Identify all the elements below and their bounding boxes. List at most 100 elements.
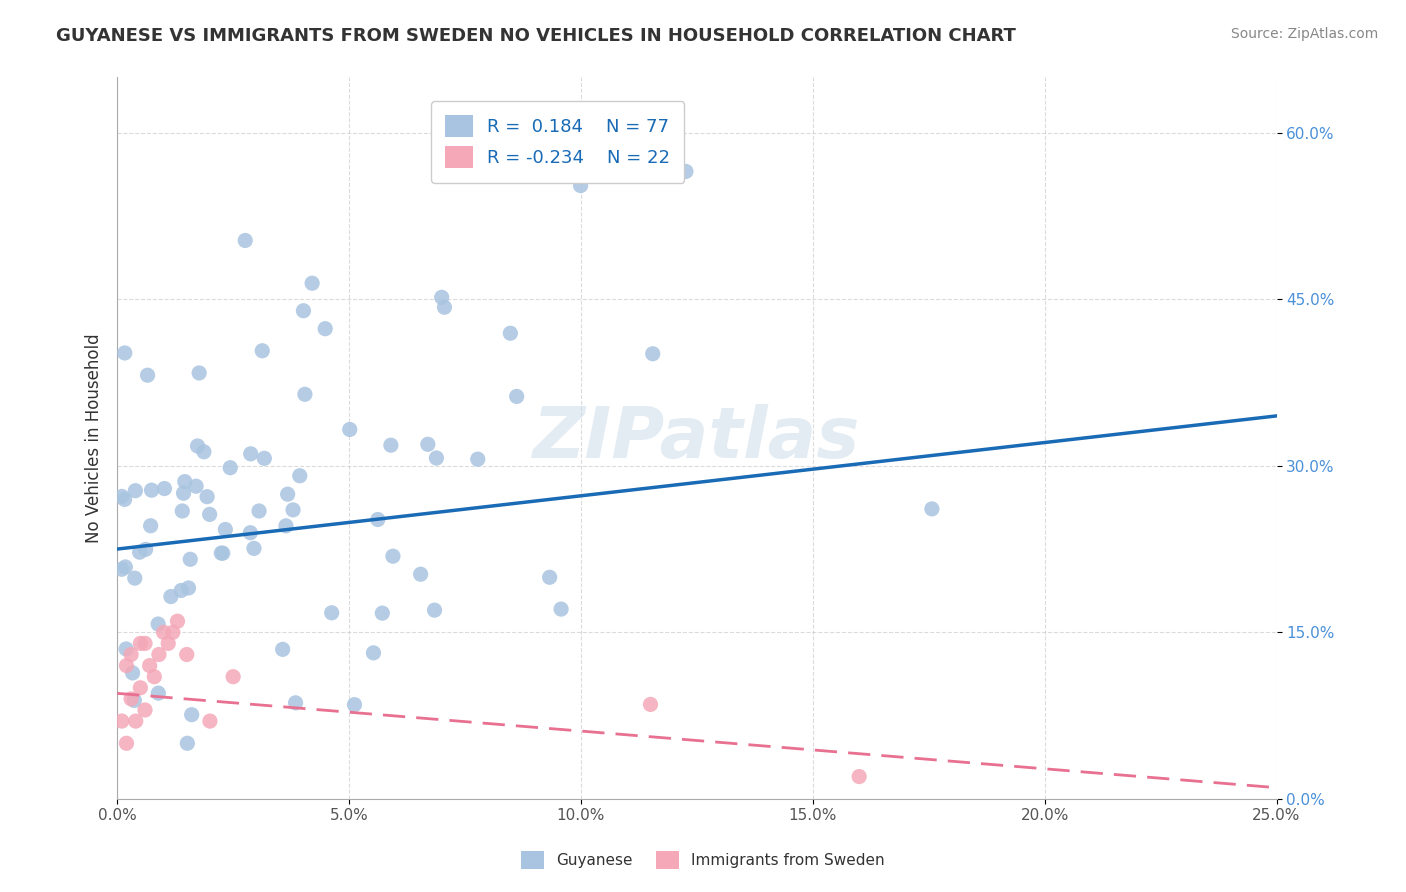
Point bbox=[138, 658, 160, 673]
Point bbox=[187, 439, 209, 453]
Point bbox=[294, 387, 316, 401]
Text: ZIPatlas: ZIPatlas bbox=[533, 403, 860, 473]
Point bbox=[153, 482, 176, 496]
Point bbox=[184, 479, 207, 493]
Text: GUYANESE VS IMMIGRANTS FROM SWEDEN NO VEHICLES IN HOUSEHOLD CORRELATION CHART: GUYANESE VS IMMIGRANTS FROM SWEDEN NO VE… bbox=[56, 27, 1017, 45]
Point bbox=[114, 560, 136, 574]
Point bbox=[177, 581, 200, 595]
Point bbox=[425, 450, 447, 465]
Point bbox=[292, 303, 315, 318]
Point bbox=[284, 696, 307, 710]
Point bbox=[115, 642, 138, 657]
Point bbox=[198, 714, 221, 728]
Point bbox=[550, 602, 572, 616]
Point bbox=[157, 636, 180, 650]
Legend: R =  0.184    N = 77, R = -0.234    N = 22: R = 0.184 N = 77, R = -0.234 N = 22 bbox=[432, 101, 685, 183]
Point bbox=[176, 736, 198, 750]
Point bbox=[120, 692, 142, 706]
Point bbox=[120, 648, 142, 662]
Point bbox=[146, 617, 169, 632]
Point bbox=[111, 490, 134, 504]
Point bbox=[274, 519, 297, 533]
Point bbox=[640, 698, 662, 712]
Point bbox=[139, 518, 162, 533]
Point bbox=[111, 562, 134, 576]
Point bbox=[125, 714, 148, 728]
Point bbox=[409, 567, 432, 582]
Legend: Guyanese, Immigrants from Sweden: Guyanese, Immigrants from Sweden bbox=[515, 845, 891, 875]
Point bbox=[219, 460, 242, 475]
Point bbox=[124, 571, 146, 585]
Point bbox=[188, 366, 211, 380]
Point bbox=[321, 606, 343, 620]
Point bbox=[371, 606, 394, 620]
Point bbox=[143, 670, 166, 684]
Point bbox=[380, 438, 402, 452]
Point bbox=[288, 468, 311, 483]
Point bbox=[339, 422, 361, 436]
Point bbox=[505, 389, 527, 403]
Point bbox=[166, 614, 188, 628]
Point bbox=[179, 552, 201, 566]
Point bbox=[281, 503, 304, 517]
Point bbox=[114, 346, 136, 360]
Point bbox=[148, 686, 170, 700]
Point bbox=[430, 290, 453, 304]
Point bbox=[538, 570, 561, 584]
Point bbox=[314, 321, 336, 335]
Point bbox=[239, 447, 262, 461]
Point bbox=[124, 483, 146, 498]
Point bbox=[152, 625, 174, 640]
Point bbox=[641, 347, 664, 361]
Point bbox=[136, 368, 159, 383]
Point bbox=[160, 590, 183, 604]
Text: Source: ZipAtlas.com: Source: ZipAtlas.com bbox=[1230, 27, 1378, 41]
Point bbox=[128, 545, 150, 559]
Point bbox=[162, 625, 184, 640]
Point bbox=[277, 487, 299, 501]
Point bbox=[134, 703, 156, 717]
Point bbox=[115, 658, 138, 673]
Point bbox=[367, 512, 389, 526]
Point bbox=[198, 508, 221, 522]
Point bbox=[233, 234, 256, 248]
Point bbox=[271, 642, 294, 657]
Point bbox=[214, 523, 236, 537]
Point bbox=[211, 546, 233, 560]
Point bbox=[343, 698, 366, 712]
Point bbox=[111, 714, 134, 728]
Point bbox=[247, 504, 270, 518]
Point bbox=[195, 490, 218, 504]
Point bbox=[243, 541, 266, 556]
Point bbox=[252, 343, 274, 358]
Point bbox=[222, 670, 245, 684]
Point bbox=[176, 648, 198, 662]
Point bbox=[499, 326, 522, 341]
Point bbox=[172, 504, 194, 518]
Point bbox=[114, 492, 136, 507]
Point bbox=[148, 648, 170, 662]
Point bbox=[675, 164, 697, 178]
Point bbox=[124, 693, 146, 707]
Point bbox=[301, 277, 323, 291]
Point bbox=[253, 451, 276, 466]
Point bbox=[173, 475, 195, 489]
Point bbox=[467, 452, 489, 467]
Point bbox=[170, 583, 193, 598]
Point bbox=[848, 770, 870, 784]
Y-axis label: No Vehicles in Household: No Vehicles in Household bbox=[86, 334, 103, 543]
Point bbox=[569, 178, 592, 193]
Point bbox=[121, 665, 143, 680]
Point bbox=[134, 636, 156, 650]
Point bbox=[921, 501, 943, 516]
Point bbox=[381, 549, 404, 564]
Point bbox=[129, 636, 152, 650]
Point bbox=[129, 681, 152, 695]
Point bbox=[433, 300, 456, 314]
Point bbox=[239, 525, 262, 540]
Point bbox=[180, 707, 202, 722]
Point bbox=[135, 542, 157, 557]
Point bbox=[209, 546, 232, 560]
Point bbox=[193, 444, 215, 458]
Point bbox=[423, 603, 446, 617]
